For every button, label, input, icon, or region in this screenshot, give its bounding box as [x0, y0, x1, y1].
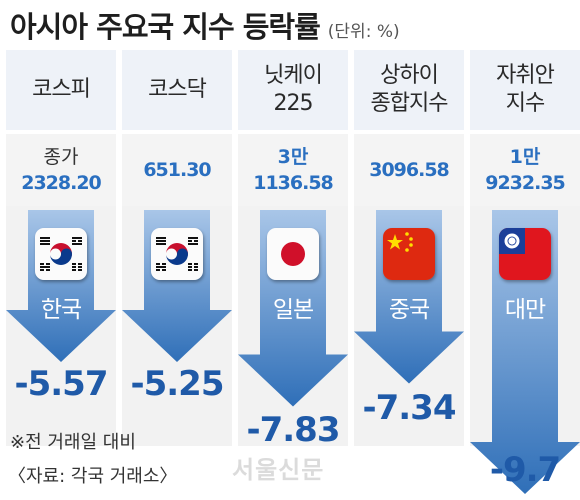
- country-label: 대만: [504, 297, 546, 323]
- closing-price: 1만 9232.35: [470, 134, 580, 206]
- closing-price-label: 1만: [509, 146, 541, 168]
- closing-price-value: 9232.35: [485, 172, 566, 194]
- taiwan-flag-icon: [499, 228, 551, 280]
- index-name: 코스닥: [122, 50, 232, 130]
- closing-price-label: 종가: [43, 146, 79, 168]
- index-name-line: 코스닥: [148, 77, 207, 102]
- watermark: 서울신문: [232, 456, 325, 484]
- change-value: -5.57: [14, 364, 109, 404]
- decline-arrow: [354, 210, 464, 384]
- south-korea-flag-icon: [151, 228, 203, 280]
- china-flag-icon: [383, 228, 435, 280]
- closing-price: 종가 2328.20: [6, 134, 116, 206]
- closing-price: 3096.58: [354, 134, 464, 206]
- country-label: 일본: [272, 297, 314, 323]
- index-name: 코스피: [6, 50, 116, 130]
- decline-arrow: [122, 210, 232, 362]
- decline-arrow: [238, 210, 348, 407]
- closing-price: 3만 1136.58: [238, 134, 348, 206]
- decline-arrow: [470, 210, 580, 494]
- unit-label: (단위: %): [327, 22, 400, 42]
- closing-price-value: 3096.58: [369, 159, 450, 181]
- country-label: 한국: [40, 297, 82, 323]
- index-name-line: 종합지수: [370, 91, 449, 116]
- source-note: 〈자료: 각국 거래소〉: [8, 466, 178, 487]
- title-row: 아시아 주요국 지수 등락률 (단위: %): [10, 4, 400, 44]
- change-value: -5.25: [130, 364, 225, 404]
- index-name-line: 닛케이: [264, 63, 323, 88]
- index-name-line: 자취안: [496, 63, 555, 88]
- footnote: ※전 거래일 대비: [10, 432, 136, 453]
- index-name-line: 지수: [505, 91, 545, 116]
- closing-price-value: 2328.20: [21, 172, 102, 194]
- country-label: 중국: [388, 297, 430, 323]
- decline-arrow: [6, 210, 116, 362]
- change-value: -9.7: [489, 450, 561, 490]
- closing-price-value: 1136.58: [253, 172, 334, 194]
- closing-price-label: 3만: [277, 146, 309, 168]
- closing-price: 651.30: [122, 134, 232, 206]
- index-name-line: 225: [273, 91, 314, 116]
- closing-price-value: 651.30: [143, 159, 211, 181]
- change-value: -7.34: [362, 387, 457, 428]
- change-value: -7.83: [246, 410, 341, 451]
- index-name: 닛케이 225: [238, 50, 348, 130]
- japan-flag-icon: [267, 228, 319, 280]
- index-name-line: 상하이: [380, 63, 439, 88]
- chart-title: 아시아 주요국 지수 등락률: [10, 10, 321, 44]
- south-korea-flag-icon: [35, 228, 87, 280]
- index-name-line: 코스피: [32, 77, 91, 102]
